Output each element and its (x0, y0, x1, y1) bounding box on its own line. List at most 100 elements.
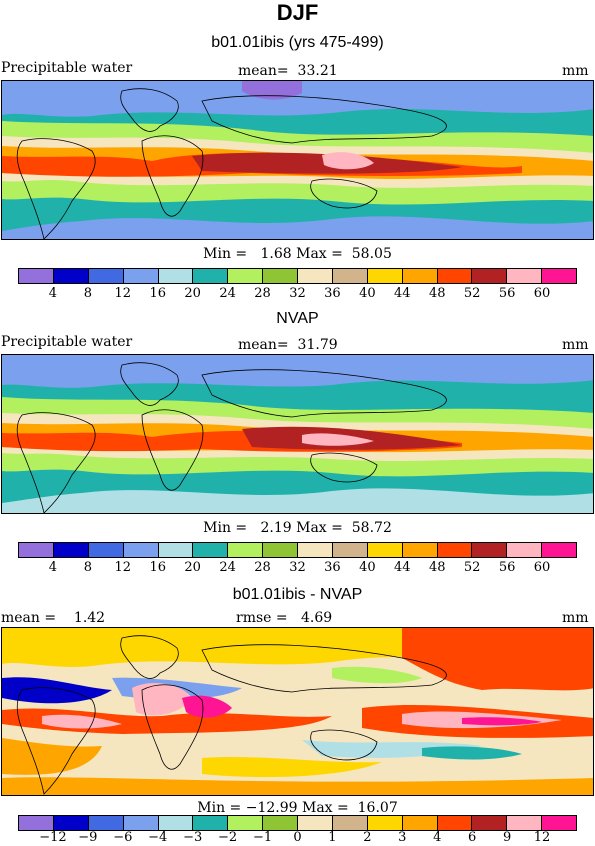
panel2-min-max: Min = 2.19 Max = 58.72 (203, 520, 392, 536)
colorbar-swatch (367, 543, 403, 557)
colorbar-swatch (263, 543, 298, 557)
colorbar-swatch (193, 543, 229, 557)
colorbar-swatch (507, 269, 543, 283)
colorbar-tick-label: 60 (533, 286, 551, 301)
colorbar-swatch (298, 543, 333, 557)
colorbar-swatch (437, 543, 473, 557)
colorbar-swatch (88, 543, 124, 557)
panel1-heading: b01.01ibis (yrs 475-499) (211, 34, 384, 51)
colorbar-tick-label: 32 (289, 286, 306, 301)
panel3-min-max: Min = −12.99 Max = 16.07 (197, 800, 398, 816)
colorbar-swatch (53, 269, 89, 283)
panel2-left-label: Precipitable water (1, 334, 133, 350)
colorbar-tick-label: 24 (219, 560, 236, 575)
colorbar-swatch (402, 543, 438, 557)
colorbar-tick-label: 56 (498, 560, 516, 575)
colorbar-swatch (53, 816, 89, 830)
colorbar-tick-label: 40 (359, 286, 376, 301)
colorbar-swatch (367, 269, 403, 283)
panel2-colorbar-ticks: 4 8 12 16 20 24 28 32 36 40 44 48 52 56 60 (18, 560, 577, 576)
colorbar-swatch (53, 543, 89, 557)
colorbar-swatch (437, 269, 473, 283)
colorbar-tick-label: 44 (394, 286, 411, 301)
colorbar-swatch (507, 543, 543, 557)
panel2-colorbar (18, 542, 577, 558)
panel1-min-max: Min = 1.68 Max = 58.05 (203, 246, 392, 262)
colorbar-swatch (158, 543, 194, 557)
colorbar-swatch (507, 816, 543, 830)
colorbar-swatch (263, 816, 298, 830)
colorbar-tick-label: 16 (149, 286, 167, 301)
colorbar-swatch (542, 543, 576, 557)
colorbar-tick-label: 9 (502, 830, 512, 845)
colorbar-tick-label: 32 (289, 560, 306, 575)
colorbar-tick-label: 20 (184, 286, 201, 301)
colorbar-swatch (298, 269, 333, 283)
panel2-map (1, 354, 594, 514)
panel3-left-label: mean = 1.42 (1, 610, 106, 626)
colorbar-swatch (332, 543, 368, 557)
colorbar-swatch (472, 269, 508, 283)
colorbar-tick-label: 3 (398, 830, 407, 845)
panel2-heading: NVAP (276, 310, 319, 327)
colorbar-swatch (123, 543, 159, 557)
colorbar-tick-label: 52 (463, 286, 481, 301)
colorbar-swatch (19, 269, 54, 283)
colorbar-swatch (402, 816, 438, 830)
panel3-right-label: mm (562, 610, 589, 626)
colorbar-tick-label: −12 (39, 830, 67, 845)
colorbar-tick-label: 16 (149, 560, 167, 575)
panel1-right-label: mm (562, 63, 589, 79)
colorbar-swatch (123, 816, 159, 830)
colorbar-tick-label: 52 (463, 560, 481, 575)
panel1-map (1, 80, 594, 240)
colorbar-tick-label: 4 (48, 286, 58, 301)
colorbar-tick-label: 56 (498, 286, 516, 301)
panel3-map (1, 627, 594, 796)
colorbar-tick-label: −1 (252, 830, 273, 845)
colorbar-swatch (123, 269, 159, 283)
colorbar-swatch (158, 816, 194, 830)
colorbar-tick-label: −6 (113, 830, 133, 845)
colorbar-tick-label: 1 (328, 830, 337, 845)
colorbar-swatch (88, 816, 124, 830)
colorbar-tick-label: 4 (433, 830, 442, 845)
colorbar-tick-label: 60 (533, 560, 551, 575)
panel3-colorbar (18, 815, 577, 831)
colorbar-swatch (402, 269, 438, 283)
colorbar-tick-label: 48 (428, 286, 446, 301)
colorbar-tick-label: 0 (293, 830, 302, 845)
colorbar-swatch (158, 269, 194, 283)
colorbar-swatch (332, 269, 368, 283)
colorbar-swatch (19, 816, 54, 830)
colorbar-swatch (193, 816, 229, 830)
panel1-center-label: mean= 33.21 (238, 63, 338, 79)
figure-title: DJF (276, 0, 319, 25)
colorbar-tick-label: 6 (468, 830, 477, 845)
colorbar-tick-label: 4 (48, 560, 58, 575)
colorbar-swatch (88, 269, 124, 283)
colorbar-tick-label: 20 (184, 560, 201, 575)
panel1-left-label: Precipitable water (1, 60, 133, 76)
panel3-colorbar-ticks: −12 −9 −6 −4 −3 −2 −1 0 1 2 3 4 6 9 12 (18, 830, 577, 846)
colorbar-tick-label: −9 (78, 830, 98, 845)
colorbar-swatch (298, 816, 333, 830)
colorbar-tick-label: 12 (114, 560, 132, 575)
colorbar-tick-label: 36 (324, 560, 341, 575)
panel3-center-label: rmse = 4.69 (236, 610, 333, 626)
colorbar-tick-label: −4 (148, 830, 168, 845)
colorbar-swatch (228, 816, 264, 830)
colorbar-tick-label: 28 (254, 560, 271, 575)
panel3-heading: b01.01ibis - NVAP (232, 586, 363, 603)
colorbar-swatch (542, 269, 576, 283)
colorbar-swatch (193, 269, 229, 283)
panel1-colorbar (18, 268, 577, 284)
colorbar-tick-label: 48 (428, 560, 446, 575)
colorbar-tick-label: 2 (363, 830, 372, 845)
colorbar-tick-label: 44 (394, 560, 411, 575)
colorbar-tick-label: 8 (83, 560, 93, 575)
colorbar-tick-label: 12 (114, 286, 132, 301)
colorbar-tick-label: 36 (324, 286, 341, 301)
colorbar-swatch (472, 543, 508, 557)
colorbar-tick-label: 28 (254, 286, 271, 301)
